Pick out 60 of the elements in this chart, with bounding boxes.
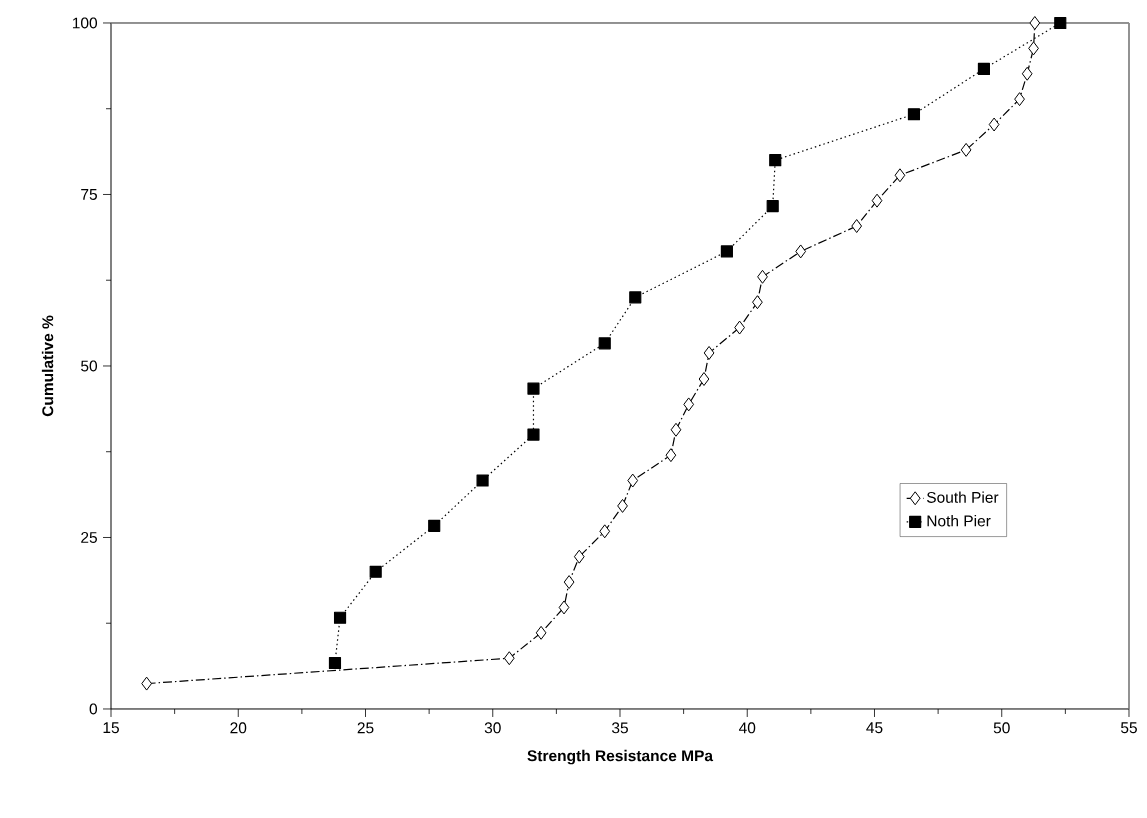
y-axis-title: Cumulative % [41,315,54,417]
y-tick-label: 100 [72,17,98,29]
point [369,565,382,578]
y-tick-label: 0 [89,703,98,715]
point [476,474,489,487]
x-tick-label: 50 [993,722,1010,734]
point [333,611,347,624]
point [703,345,715,360]
point [535,625,547,640]
point [428,519,441,532]
point [766,200,779,213]
point [1029,16,1041,30]
point [563,575,575,590]
point [720,245,733,258]
legend-label: South Pier [926,491,999,503]
point [734,320,745,335]
point [757,269,768,284]
point [795,244,807,259]
point [558,600,570,615]
point [527,428,540,441]
x-axis-title: Strength Resistance MPa [527,749,714,765]
point [670,422,682,437]
y-tick-label: 75 [81,189,97,200]
point [1054,16,1067,30]
point [907,108,921,121]
point [617,498,628,513]
point [894,168,906,183]
y-tick-label: 25 [81,531,97,543]
point [141,676,152,691]
point [988,117,1000,132]
point [629,291,642,304]
point [598,337,611,350]
point [1014,92,1025,107]
point [599,524,611,539]
point [627,473,639,488]
point [328,656,342,670]
x-tick-label: 25 [357,722,374,734]
point [871,193,883,208]
point [527,382,540,395]
point [665,448,677,463]
point [1028,41,1039,56]
point [1021,66,1033,81]
x-tick-label: 30 [484,722,501,734]
point [960,142,972,157]
point [698,372,710,386]
x-tick-label: 20 [230,722,247,734]
x-tick-label: 15 [103,722,119,734]
point [769,154,782,167]
legend-label: Noth Pier [927,515,991,527]
point [851,219,863,234]
x-tick-label: 35 [611,722,628,734]
point [573,549,585,564]
point [752,295,763,310]
x-tick-label: 45 [866,722,883,734]
point [977,62,990,76]
x-tick-label: 40 [738,722,756,734]
x-tick-label: 55 [1120,722,1137,734]
y-tick-label: 50 [81,360,98,372]
point [503,651,515,666]
point [683,397,695,412]
